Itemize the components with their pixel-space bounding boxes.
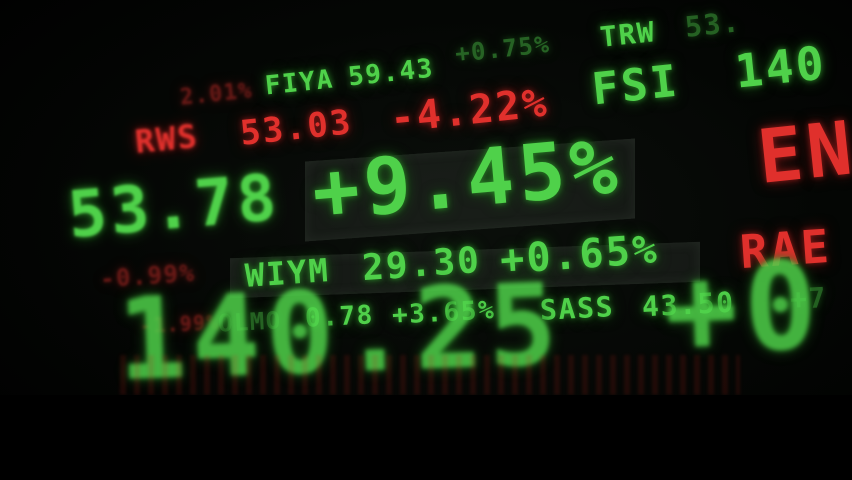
ticker-symbol: +0.75% — [453, 30, 552, 68]
ticker-price: 59.43 — [346, 53, 436, 93]
ticker-symbol: RWS — [133, 116, 201, 162]
ticker-price: 53. — [683, 5, 743, 44]
ticker-price: 140 — [732, 35, 829, 99]
ticker-symbol: TRW — [598, 15, 658, 54]
dark-floor — [0, 395, 852, 480]
ticker-symbol: EN — [753, 105, 852, 201]
ticker-symbol: FSI — [589, 55, 682, 116]
ticker-change: 2.01% — [178, 78, 254, 111]
ticker-symbol: FIYA — [263, 64, 336, 102]
reflection-strip — [120, 355, 740, 395]
ticker-price: 53.78 — [65, 160, 283, 254]
